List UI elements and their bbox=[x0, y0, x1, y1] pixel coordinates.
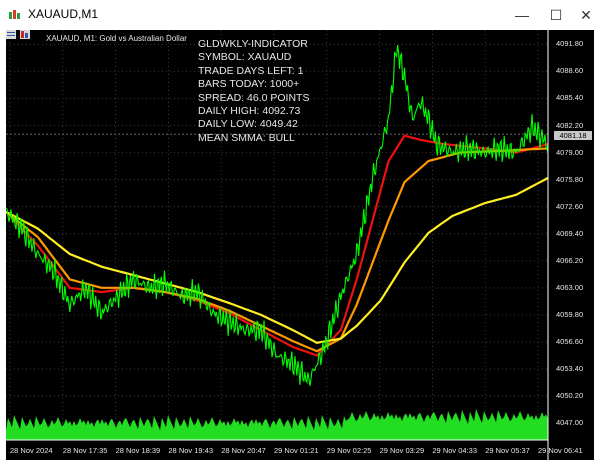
time-tick-label: 29 Nov 05:37 bbox=[485, 446, 530, 455]
price-tick-label: 4079.00 bbox=[556, 147, 584, 157]
symbol-label: XAUAUD, M1: Gold vs Australian Dollar bbox=[46, 34, 187, 43]
time-tick-label: 29 Nov 02:25 bbox=[326, 446, 372, 455]
depth-of-market-icon[interactable] bbox=[20, 30, 30, 39]
time-tick-label: 28 Nov 20:47 bbox=[221, 446, 266, 455]
indicator-line: DAILY HIGH: 4092.73 bbox=[198, 105, 301, 118]
chart-app-icon bbox=[9, 10, 20, 19]
time-tick-label: 28 Nov 19:43 bbox=[168, 446, 214, 455]
time-tick-label: 28 Nov 17:35 bbox=[62, 446, 108, 455]
chart-canvas[interactable] bbox=[6, 30, 594, 460]
indicator-panel: GLDWKLY-INDICATOR SYMBOL: XAUAUD TRADE DAY… bbox=[198, 38, 309, 145]
price-line-layer bbox=[6, 45, 549, 386]
chart-toolbar[interactable] bbox=[6, 30, 36, 40]
time-tick-label: 29 Nov 01:21 bbox=[274, 446, 319, 455]
price-tick-label: 4075.80 bbox=[556, 174, 584, 184]
price-tick-label: 4072.60 bbox=[556, 201, 584, 211]
price-tick-label: 4050.20 bbox=[556, 391, 584, 401]
indicator-line: SYMBOL: XAUAUD bbox=[198, 51, 292, 64]
price-tick-label: 4056.60 bbox=[556, 336, 584, 346]
time-tick-label: 29 Nov 03:29 bbox=[379, 446, 425, 455]
time-tick-label: 28 Nov 18:39 bbox=[115, 446, 161, 455]
indicator-line: BARS TODAY: 1000+ bbox=[198, 78, 300, 91]
current-price-marker: 4081.18 bbox=[554, 131, 592, 140]
time-tick-label: 29 Nov 04:33 bbox=[432, 446, 478, 455]
minimize-button[interactable]: — bbox=[506, 0, 538, 30]
volume-bars bbox=[6, 409, 548, 440]
price-tick-label: 4047.00 bbox=[556, 418, 584, 428]
smma-line-yellow bbox=[6, 176, 549, 344]
close-button[interactable]: ✕ bbox=[570, 0, 600, 30]
smma-lines bbox=[6, 134, 549, 357]
price-tick-label: 4088.60 bbox=[556, 66, 584, 76]
one-click-trading-icon[interactable] bbox=[6, 30, 16, 39]
price-chart[interactable]: XAUAUD, M1: Gold vs Australian Dollar GL… bbox=[6, 30, 594, 460]
time-tick-label: 29 Nov 06:41 bbox=[538, 446, 583, 455]
price-tick-label: 4059.80 bbox=[556, 309, 584, 319]
grid-lines bbox=[6, 30, 548, 440]
indicator-line: MEAN SMMA: BULL bbox=[198, 131, 295, 144]
price-tick-label: 4066.20 bbox=[556, 255, 584, 265]
price-tick-label: 4069.40 bbox=[556, 228, 584, 238]
volume-histogram bbox=[6, 409, 548, 440]
title-bar[interactable]: XAUAUD,M1 — ☐ ✕ bbox=[0, 0, 600, 30]
minimize-icon: — bbox=[515, 7, 529, 23]
price-tick-label: 4091.80 bbox=[556, 39, 584, 49]
maximize-button[interactable]: ☐ bbox=[540, 0, 572, 30]
close-icon: ✕ bbox=[580, 6, 592, 23]
smma-line-orange bbox=[6, 147, 549, 353]
time-tick-label: 28 Nov 2024 bbox=[10, 446, 53, 455]
indicator-line: TRADE DAYS LEFT: 1 bbox=[198, 64, 304, 77]
price-tick-label: 4063.00 bbox=[556, 282, 584, 292]
indicator-line: SPREAD: 46.0 POINTS bbox=[198, 91, 310, 104]
maximize-icon: ☐ bbox=[549, 6, 563, 23]
price-tick-label: 4085.40 bbox=[556, 93, 584, 103]
price-tick-label: 4053.40 bbox=[556, 363, 584, 373]
smma-line-red bbox=[6, 134, 549, 357]
indicator-line: DAILY LOW: 4049.42 bbox=[198, 118, 298, 131]
indicator-line: GLDWKLY-INDICATOR bbox=[198, 38, 308, 50]
price-tick-label: 4082.20 bbox=[556, 120, 584, 130]
window-title: XAUAUD,M1 bbox=[28, 7, 99, 21]
price-line bbox=[6, 45, 549, 386]
